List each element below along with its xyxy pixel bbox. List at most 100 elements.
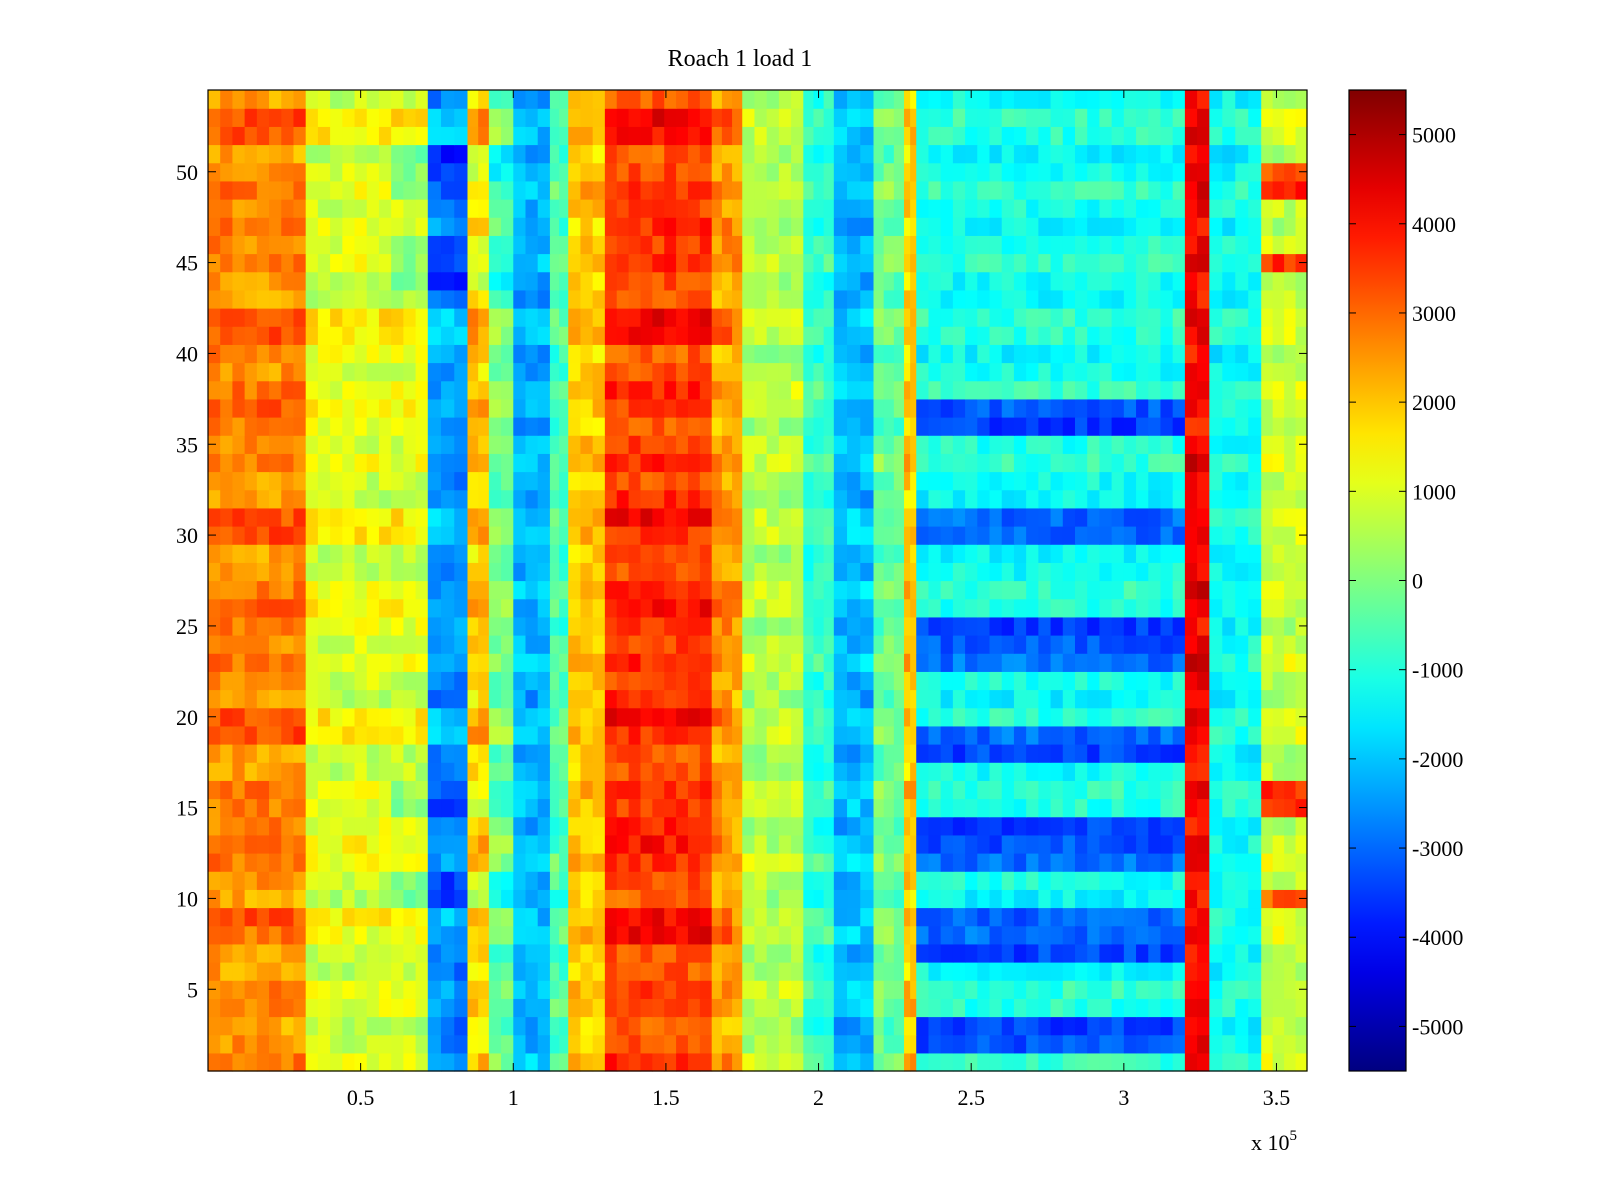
heatmap-cell [940, 598, 954, 618]
heatmap-cell [1184, 162, 1198, 182]
heatmap-cell [1172, 507, 1186, 527]
heatmap-cell [317, 671, 331, 691]
heatmap-cell [989, 289, 1003, 309]
heatmap-cell [549, 199, 560, 218]
heatmap-cell [467, 362, 479, 382]
heatmap-cell [391, 798, 404, 818]
heatmap-cell [1248, 562, 1262, 582]
heatmap-cell [1123, 598, 1137, 618]
heatmap-cell [1160, 635, 1174, 654]
heatmap-cell [220, 471, 234, 491]
heatmap-cell [488, 1034, 502, 1054]
heatmap-cell [1087, 707, 1101, 727]
heatmap-cell [604, 253, 618, 273]
heatmap-cell [549, 90, 560, 109]
heatmap-cell [873, 598, 885, 618]
heatmap-cell [928, 526, 942, 545]
heatmap-cell [1148, 380, 1162, 400]
heatmap-cell [391, 962, 404, 981]
heatmap-cell [977, 907, 991, 927]
heatmap-cell [893, 526, 905, 545]
heatmap-cell [664, 598, 677, 618]
heatmap-cell [699, 144, 713, 164]
heatmap-cell [317, 435, 331, 454]
heatmap-cell [391, 943, 404, 963]
heatmap-cell [1038, 180, 1052, 200]
heatmap-cell [354, 126, 368, 146]
heatmap-cell [732, 889, 743, 909]
heatmap-cell [1272, 1034, 1285, 1054]
heatmap-cell [1062, 653, 1076, 672]
heatmap-cell [721, 108, 733, 127]
heatmap-cell [928, 943, 942, 963]
heatmap-cell [813, 962, 825, 981]
heatmap-cell [1050, 217, 1064, 236]
heatmap-cell [220, 271, 234, 291]
heatmap-cell [441, 253, 455, 273]
heatmap-cell [904, 889, 911, 909]
heatmap-cell [208, 853, 221, 872]
heatmap-cell [977, 671, 991, 691]
heatmap-cell [220, 544, 234, 563]
heatmap-cell [873, 962, 885, 981]
heatmap-cell [1099, 1016, 1113, 1036]
heatmap-cell [910, 943, 917, 963]
heatmap-cell [256, 689, 270, 709]
heatmap-cell [1001, 689, 1015, 709]
heatmap-cell [766, 362, 780, 382]
heatmap-cell [366, 744, 380, 763]
heatmap-cell [1099, 126, 1113, 146]
heatmap-cell [317, 380, 331, 400]
heatmap-cell [330, 362, 343, 382]
heatmap-cell [1272, 471, 1285, 491]
heatmap-cell [860, 199, 875, 218]
heatmap-cell [1087, 471, 1101, 491]
heatmap-cell [525, 762, 539, 781]
heatmap-cell [699, 362, 713, 382]
heatmap-cell [687, 380, 701, 400]
heatmap-cell [525, 489, 539, 509]
heatmap-cell [537, 907, 551, 927]
heatmap-cell [1284, 1016, 1297, 1036]
heatmap-cell [293, 1016, 307, 1036]
heatmap-cell [1123, 962, 1137, 981]
heatmap-cell [592, 144, 606, 164]
heatmap-cell [640, 871, 653, 890]
heatmap-cell [883, 816, 895, 836]
heatmap-cell [742, 235, 756, 255]
heatmap-cell [1209, 998, 1223, 1018]
heatmap-cell [525, 398, 539, 418]
heatmap-cell [354, 180, 368, 200]
heatmap-cell [441, 289, 455, 309]
heatmap-cell [1160, 943, 1174, 963]
heatmap-cell [1111, 308, 1125, 327]
heatmap-cell [847, 1052, 861, 1072]
heatmap-cell [952, 217, 966, 236]
heatmap-cell [1284, 380, 1297, 400]
heatmap-cell [965, 453, 978, 473]
heatmap-cell [1272, 689, 1285, 709]
heatmap-cell [378, 744, 392, 763]
heatmap-cell [1172, 308, 1186, 327]
heatmap-cell [742, 671, 756, 691]
heatmap-cell [1160, 653, 1174, 672]
heatmap-cell [711, 326, 723, 345]
heatmap-cell [1222, 744, 1236, 763]
heatmap-cell [549, 616, 560, 636]
heatmap-cell [391, 780, 404, 800]
heatmap-cell [467, 580, 479, 600]
heatmap-cell [883, 1052, 895, 1072]
heatmap-cell [754, 889, 768, 909]
heatmap-cell [766, 834, 780, 854]
heatmap-cell [525, 217, 539, 236]
heatmap-cell [699, 762, 713, 781]
heatmap-cell [293, 235, 307, 255]
heatmap-cell [778, 889, 792, 909]
heatmap-cell [244, 544, 258, 563]
heatmap-cell [580, 689, 594, 709]
heatmap-cell [928, 126, 942, 146]
heatmap-cell [721, 962, 733, 981]
heatmap-cell [403, 507, 417, 527]
heatmap-cell [478, 871, 490, 890]
heatmap-cell [873, 925, 885, 945]
